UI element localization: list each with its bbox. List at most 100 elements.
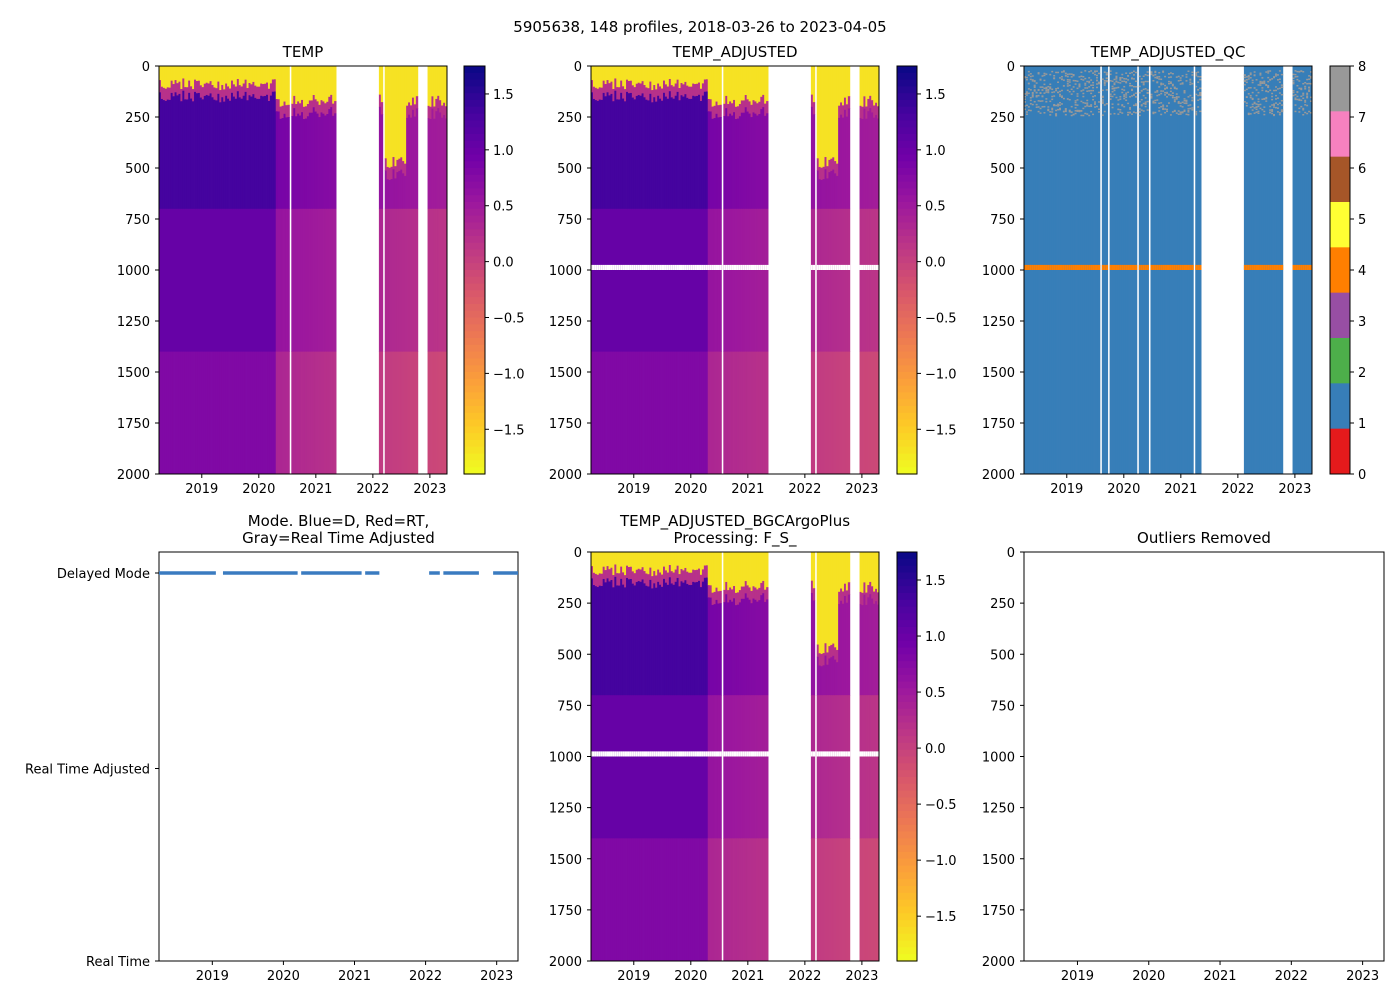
temp_adjusted-cell: [709, 208, 713, 352]
temp_adjusted_qc-qc4-cell: [1300, 264, 1303, 270]
temp-cell: [429, 118, 432, 210]
temp_adjusted_qc-qc8-cell: [1025, 113, 1029, 115]
temp_adjusted_bgc-cell: [682, 552, 685, 571]
temp_adjusted_qc-qc8-cell: [1308, 89, 1311, 91]
temp_adjusted_qc-qc8-cell: [1131, 77, 1134, 80]
temp_adjusted_bgc-cell: [659, 572, 662, 586]
temp_adjusted_qc-qc8-cell: [1306, 78, 1309, 81]
temp-cell: [231, 92, 234, 210]
temp_adjusted-ytick-label: 1500: [549, 366, 582, 381]
temp_adjusted_bgc-cell: [869, 552, 872, 583]
temp_adjusted_qc-qc8-cell: [1243, 101, 1247, 103]
temp_adjusted-cell: [612, 66, 615, 90]
temp_adjusted_qc-qc8-cell: [1263, 98, 1266, 100]
temp-cell: [396, 66, 399, 161]
temp_adjusted_bgc-cell: [750, 695, 753, 839]
temp_adjusted_qc-qc8-cell: [1033, 90, 1037, 92]
temp_adjusted_qc-qc8-cell: [1125, 78, 1128, 80]
temp-cell: [445, 106, 448, 119]
temp_adjusted_qc-qc4-cell: [1306, 264, 1309, 270]
temp_adjusted_bgc-colorbar-swatch: [897, 565, 917, 574]
temp_adjusted_bgc-cell: [826, 664, 829, 696]
temp-cell: [408, 66, 411, 103]
temp_adjusted_bgc-cell: [733, 552, 736, 587]
temp-cell: [264, 66, 267, 85]
temp_adjusted_bgc-cell: [727, 695, 730, 839]
temp-xtick-label: 2023: [413, 482, 446, 497]
temp_adjusted_qc-qc8-cell: [1160, 90, 1163, 92]
temp-cell: [194, 351, 197, 475]
temp_adjusted-cell: [762, 351, 765, 475]
temp_adjusted_bgc-qc-gap: [622, 751, 625, 757]
temp_adjusted-cell: [643, 208, 646, 352]
temp-cell: [215, 88, 218, 101]
temp_adjusted_qc-qc8-cell: [1171, 111, 1175, 113]
temp_adjusted-cell: [845, 104, 849, 117]
temp-cell: [160, 66, 164, 88]
temp_adjusted_qc-qc8-cell: [1078, 109, 1081, 112]
temp_adjusted-xtick-label: 2019: [617, 482, 650, 497]
temp_adjusted_qc-qc8-cell: [1168, 80, 1171, 83]
temp_adjusted_qc-qc8-cell: [1072, 73, 1075, 76]
temp_adjusted_qc-qc8-cell: [1245, 76, 1249, 78]
temp_adjusted_bgc-cell: [752, 695, 755, 839]
temp_adjusted-cell: [608, 95, 611, 210]
temp_adjusted-qc-gap: [626, 264, 629, 270]
temp_adjusted_bgc-cell: [742, 598, 746, 696]
temp_adjusted_bgc-title: TEMP_ADJUSTED_BGCArgoPlus: [619, 512, 850, 531]
temp_adjusted_qc-qc8-cell: [1117, 103, 1120, 106]
temp_adjusted-cell: [633, 99, 637, 210]
temp-cell: [221, 97, 224, 210]
temp_adjusted_bgc-cell: [830, 657, 833, 696]
temp_adjusted_bgc-cell: [678, 574, 681, 587]
temp-cell: [275, 111, 279, 210]
temp_adjusted-cell: [717, 117, 720, 210]
temp_adjusted_bgc-colorbar-swatch: [897, 701, 917, 710]
temp-cell: [260, 95, 263, 210]
temp_adjusted_bgc-cell: [740, 838, 744, 962]
temp_adjusted_qc-qc8-cell: [1275, 102, 1278, 104]
temp_adjusted_bgc-cell: [756, 601, 759, 696]
temp_adjusted_qc-qc8-cell: [1171, 92, 1175, 94]
temp_adjusted_qc-qc8-cell: [1088, 90, 1091, 92]
temp_adjusted_qc-qc4-cell: [1055, 264, 1058, 270]
temp-cell: [221, 66, 224, 86]
temp_adjusted-qc-gap: [635, 264, 639, 270]
temp_adjusted-cell: [696, 208, 699, 352]
temp_adjusted-cell: [699, 100, 703, 210]
temp_adjusted-cell: [612, 351, 615, 475]
temp_adjusted-cell: [746, 208, 750, 352]
temp-cell: [334, 66, 337, 102]
temp_adjusted_bgc-qc-gap: [762, 751, 765, 757]
temp_adjusted_qc-qc8-cell: [1070, 114, 1074, 117]
temp_adjusted-cell: [840, 66, 843, 103]
temp_adjusted_qc-qc8-cell: [1177, 96, 1181, 98]
temp-cell: [223, 208, 226, 352]
temp_adjusted-cell: [869, 95, 872, 109]
temp_adjusted-qc-gap: [659, 264, 662, 270]
temp-cell: [213, 66, 216, 88]
temp_adjusted-cell: [643, 351, 646, 475]
temp_adjusted_qc-xtick-label: 2019: [1050, 482, 1083, 497]
temp-cell: [256, 208, 259, 352]
temp_adjusted_qc-qc8-cell: [1101, 102, 1105, 104]
temp-cell: [398, 208, 401, 352]
temp_adjusted_qc-qc8-cell: [1125, 92, 1128, 94]
temp_adjusted-cell: [649, 208, 652, 352]
temp_adjusted-cell: [591, 92, 594, 210]
temp-colorbar-swatch: [464, 249, 485, 257]
temp_adjusted_qc-qc4-cell: [1113, 264, 1116, 270]
temp_adjusted_qc-qc8-cell: [1092, 81, 1095, 84]
temp-cell: [162, 66, 166, 89]
temp-cell: [205, 94, 209, 210]
temp_adjusted_qc-qc8-cell: [1080, 75, 1083, 78]
temp-cell: [398, 170, 401, 210]
temp_adjusted-cell: [762, 107, 765, 210]
temp-cell: [316, 351, 319, 475]
temp_adjusted_qc-qc8-cell: [1024, 76, 1027, 78]
temp_adjusted-qc-gap: [682, 264, 685, 270]
temp_adjusted-xtick-label: 2023: [845, 482, 878, 497]
temp_adjusted_bgc-cell: [836, 695, 839, 839]
temp-cell: [330, 94, 333, 108]
temp_adjusted-cell: [614, 66, 617, 79]
